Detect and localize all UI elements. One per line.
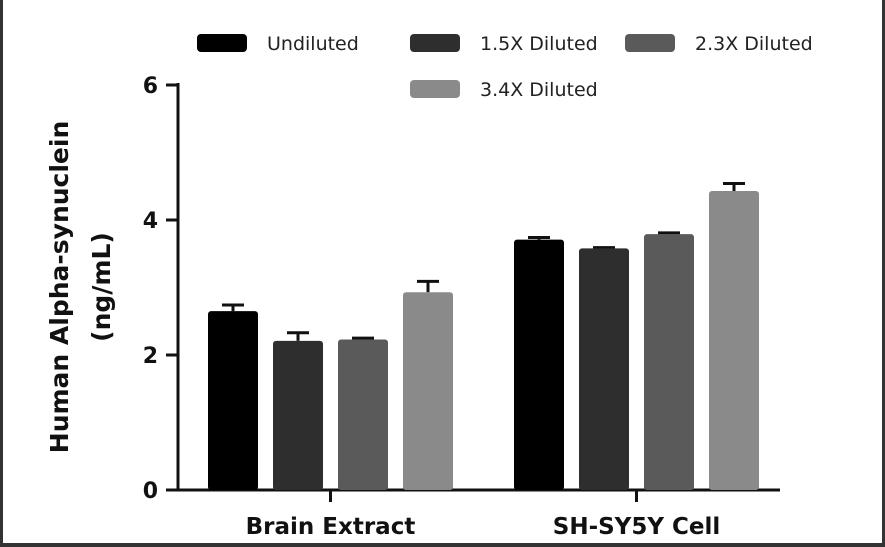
legend-swatch <box>410 34 460 52</box>
y-tick-label: 6 <box>143 74 158 99</box>
legend-label: Undiluted <box>267 33 359 55</box>
bar <box>403 292 453 490</box>
x-category-label: SH-SY5Y Cell <box>553 514 721 540</box>
y-tick-label: 4 <box>143 209 158 234</box>
bar <box>338 339 388 490</box>
bar <box>709 190 759 490</box>
bar <box>208 311 258 490</box>
x-category-label: Brain Extract <box>246 514 416 540</box>
legend-swatch <box>410 80 460 98</box>
x-categories: Brain Extract SH-SY5Y Cell <box>246 490 721 540</box>
bar <box>579 248 629 490</box>
legend-swatch <box>625 34 675 52</box>
y-ticks: 0 2 4 6 <box>143 74 178 504</box>
legend-label: 3.4X Diluted <box>480 79 598 101</box>
y-tick-label: 2 <box>143 344 158 369</box>
y-tick-label: 0 <box>143 479 158 504</box>
bar <box>273 340 323 490</box>
legend-label: 2.3X Diluted <box>695 33 813 55</box>
legend-swatch <box>197 34 247 52</box>
bar <box>514 239 564 490</box>
y-axis-title-line1: Human Alpha-synuclein <box>45 121 74 453</box>
bars-group <box>208 182 759 490</box>
y-axis-title-line2: (ng/mL) <box>87 232 116 342</box>
legend-label: 1.5X Diluted <box>480 33 598 55</box>
legend: Undiluted 1.5X Diluted 2.3X Diluted 3.4X Di… <box>197 33 813 101</box>
bar <box>644 234 694 490</box>
